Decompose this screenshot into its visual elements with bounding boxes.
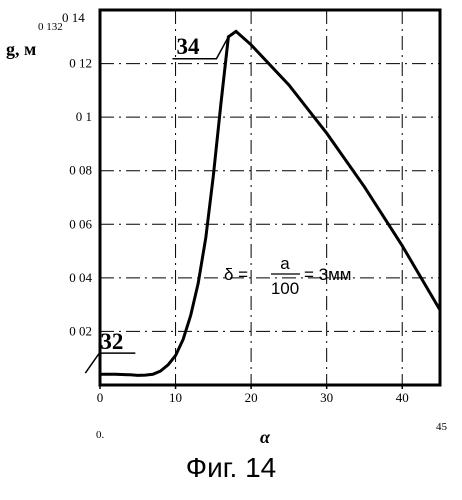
peak-value-label: 0 132 [38,21,63,33]
y-tick-label: 0 1 [76,109,92,124]
chart: 0 10 20 30 40 0 02 0 04 0 06 0 08 0 1 0 12 34 32 g… [0,0,462,450]
formula-lhs: δ = [224,265,248,284]
y-tick-label: 0 12 [69,56,92,71]
x-tick-labels: 0 10 20 30 40 [97,385,409,405]
x-tick-label: 20 [245,390,258,405]
x-tick-label: 40 [396,390,409,405]
y-axis-label: g, м [6,39,36,59]
callout-leader [85,353,135,373]
formula: δ = a 100 = 3мм [224,254,351,298]
y-tick-labels: 0 02 0 04 0 06 0 08 0 1 0 12 [69,56,92,339]
x-tick-label: 0 [97,390,104,405]
x-max-label: 45 [436,421,448,433]
y-tick-label: 0 08 [69,163,92,178]
formula-numerator: a [280,254,290,273]
figure-caption: Фиг. 14 [0,452,462,484]
x-tick-label: 30 [320,390,333,405]
annotations: 34 32 [85,34,228,373]
y-max-tick-label: 0 14 [62,10,85,25]
callout-label: 34 [176,34,200,59]
y-tick-label: 0 06 [69,216,92,231]
formula-rhs: = 3мм [304,265,351,284]
y-tick-label: 0 04 [69,270,92,285]
formula-denominator: 100 [271,279,299,298]
x-tick-label: 10 [169,390,182,405]
x-min-label: 0. [96,429,105,441]
callout-label: 32 [100,329,123,354]
series-line [100,31,440,375]
x-axis-label: α [260,427,271,447]
y-tick-label: 0 02 [69,323,92,338]
